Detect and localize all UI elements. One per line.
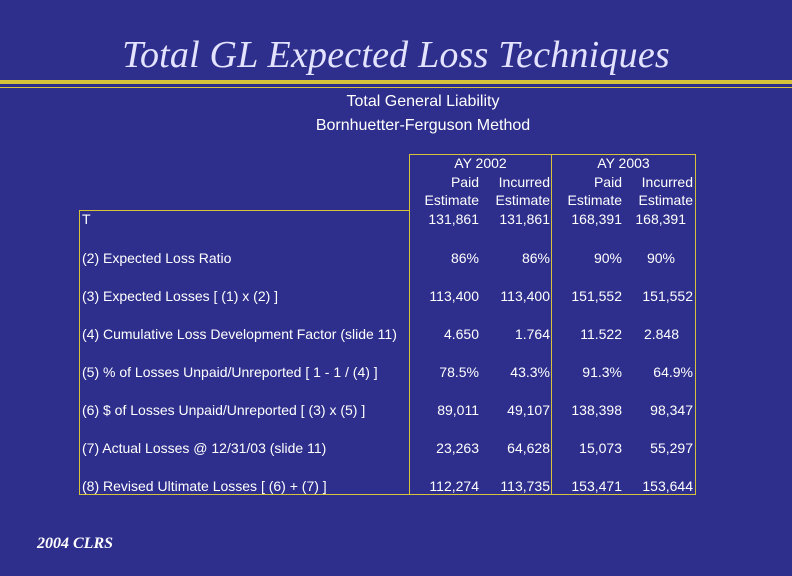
row-label: T	[82, 211, 91, 227]
table-cell: 15,073	[579, 440, 622, 456]
table-cell: 90%	[593, 250, 622, 266]
table-cell: 168,391	[635, 211, 686, 227]
table-cell: 98,347	[650, 402, 693, 418]
ay-header: AY 2003	[597, 155, 650, 171]
table-cell: 151,552	[642, 288, 693, 304]
table-subheading: Bornhuetter-Ferguson Method	[315, 117, 531, 134]
table-cell: 113,400	[500, 288, 550, 304]
row-label: (4) Cumulative Loss Development Factor (…	[82, 326, 397, 342]
grid-line	[79, 494, 696, 495]
table-cell: 90%	[646, 250, 675, 266]
table-cell: 112,274	[429, 478, 479, 494]
table-cell: 64,628	[507, 440, 550, 456]
row-label: (3) Expected Losses [ (1) x (2) ]	[82, 288, 279, 304]
table-cell: 131,861	[428, 211, 479, 227]
column-header: Estimate	[638, 192, 693, 208]
table-cell: 91.3%	[582, 364, 622, 380]
table-cell: 86%	[450, 250, 479, 266]
grid-line	[79, 210, 80, 495]
table-cell: 153,471	[571, 478, 622, 494]
slide-title: Total GL Expected Loss Techniques	[122, 34, 670, 76]
table-cell: 11.522	[580, 326, 622, 342]
column-header: Incurred	[498, 174, 550, 190]
table-cell: 55,297	[650, 440, 693, 456]
table-cell: 131,861	[499, 211, 550, 227]
table-cell: 89,011	[437, 402, 479, 418]
table-cell: 113,735	[500, 478, 550, 494]
table-cell: 78.5%	[439, 364, 479, 380]
table-cell: 1.764	[514, 326, 550, 342]
row-label: (6) $ of Losses Unpaid/Unreported [ (3) …	[82, 402, 366, 418]
table-cell: 2.848	[643, 326, 679, 342]
table-cell: 86%	[521, 250, 550, 266]
title-divider	[0, 80, 792, 84]
grid-line	[409, 154, 410, 495]
table-heading: Total General Liability	[346, 93, 500, 110]
table-cell: 138,398	[571, 402, 622, 418]
row-label: (5) % of Losses Unpaid/Unreported [ 1 - …	[82, 364, 378, 380]
title-divider-thin	[0, 87, 792, 88]
table-cell: 168,391	[571, 211, 622, 227]
table-cell: 43.3%	[510, 364, 550, 380]
table-cell: 23,263	[436, 440, 479, 456]
grid-line	[79, 210, 409, 211]
grid-line	[551, 154, 552, 495]
column-header: Paid	[450, 174, 479, 190]
table-cell: 113,400	[429, 288, 479, 304]
footer-label: 2004 CLRS	[37, 535, 114, 552]
row-label: (7) Actual Losses @ 12/31/03 (slide 11)	[82, 440, 327, 456]
table-cell: 4.650	[443, 326, 479, 342]
table-cell: 49,107	[507, 402, 550, 418]
table-cell: 64.9%	[653, 364, 693, 380]
column-header: Estimate	[567, 192, 622, 208]
grid-line	[695, 154, 696, 495]
table-cell: 153,644	[642, 478, 693, 494]
table-cell: 151,552	[571, 288, 622, 304]
row-label: (2) Expected Loss Ratio	[82, 250, 232, 266]
column-header: Paid	[593, 174, 622, 190]
column-header: Estimate	[495, 192, 550, 208]
grid-line	[409, 154, 696, 155]
column-header: Estimate	[424, 192, 479, 208]
column-header: Incurred	[641, 174, 693, 190]
ay-header: AY 2002	[454, 155, 507, 171]
row-label: (8) Revised Ultimate Losses [ (6) + (7) …	[82, 478, 327, 494]
